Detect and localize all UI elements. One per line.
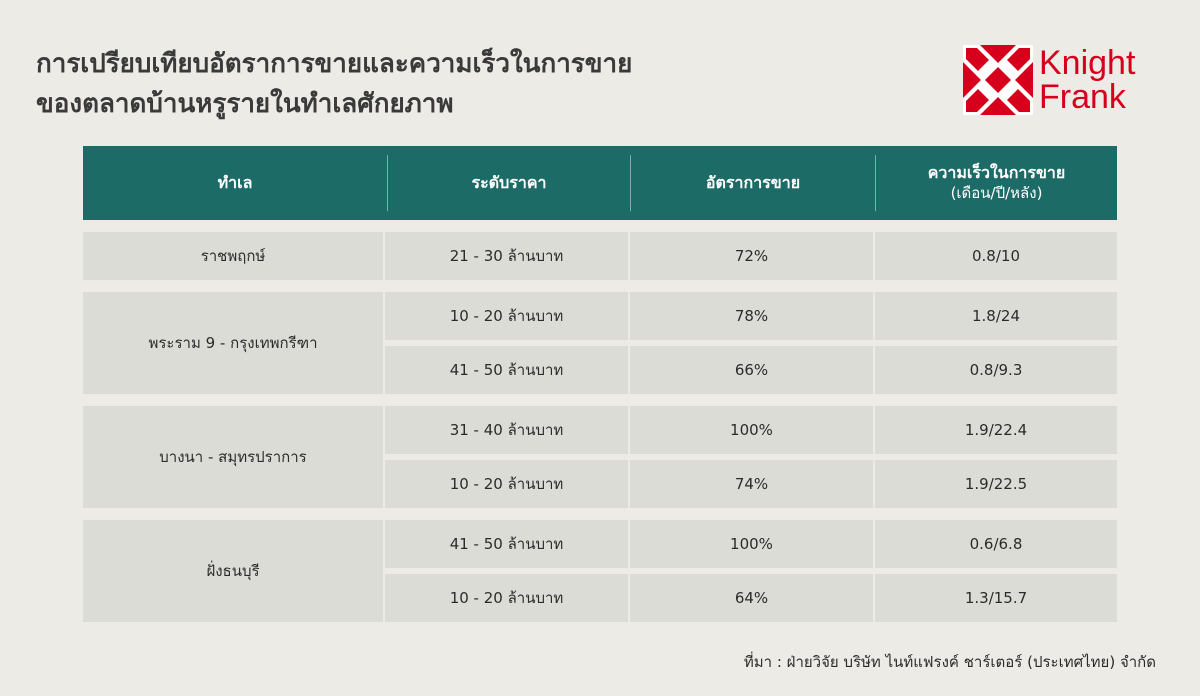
table-group: ฝั่งธนบุรี 41 - 50 ล้านบาท 100% 0.6/6.8 10 -… (83, 520, 1117, 622)
logo-text-knight: Knight (1039, 46, 1135, 80)
table-row: 41 - 50 ล้านบาท 100% 0.6/6.8 (385, 520, 1117, 568)
knight-frank-logo: Knight Frank (963, 45, 1135, 115)
header-speed-sublabel: (เดือน/ปี/หลัง) (951, 183, 1043, 203)
sales-rate-cell: 78% (630, 292, 873, 340)
table-row: 31 - 40 ล้านบาท 100% 1.9/22.4 (385, 406, 1117, 454)
table-body: ราชพฤกษ์ 21 - 30 ล้านบาท 72% 0.8/10 พระราม 9… (83, 232, 1117, 622)
table-group: บางนา - สมุทรปราการ 31 - 40 ล้านบาท 100% 1.… (83, 406, 1117, 508)
header-price-label: ระดับราคา (472, 173, 547, 193)
logo-text-frank: Frank (1039, 80, 1135, 114)
header-location-label: ทำเล (218, 173, 253, 193)
speed-cell: 1.8/24 (875, 292, 1117, 340)
header-price: ระดับราคา (387, 155, 630, 211)
knight-frank-logo-icon (963, 45, 1033, 115)
table-row: 10 - 20 ล้านบาท 78% 1.8/24 (385, 292, 1117, 340)
sales-rate-cell: 64% (630, 574, 873, 622)
group-rows: 10 - 20 ล้านบาท 78% 1.8/24 41 - 50 ล้านบาท 6… (385, 292, 1117, 394)
header-location: ทำเล (83, 155, 387, 211)
sales-rate-cell: 72% (630, 232, 873, 280)
price-cell: 41 - 50 ล้านบาท (385, 346, 628, 394)
speed-cell: 1.9/22.5 (875, 460, 1117, 508)
group-rows: 31 - 40 ล้านบาท 100% 1.9/22.4 10 - 20 ล้านบ… (385, 406, 1117, 508)
sales-rate-cell: 66% (630, 346, 873, 394)
speed-cell: 1.3/15.7 (875, 574, 1117, 622)
header-sales-rate-label: อัตราการขาย (706, 173, 800, 193)
logo-wordmark: Knight Frank (1039, 46, 1135, 114)
location-cell: บางนา - สมุทรปราการ (83, 406, 383, 508)
title-line-2: ของตลาดบ้านหรูรายในทำเลศักยภาพ (36, 84, 632, 124)
speed-cell: 0.6/6.8 (875, 520, 1117, 568)
table-row: 41 - 50 ล้านบาท 66% 0.8/9.3 (385, 346, 1117, 394)
price-cell: 10 - 20 ล้านบาท (385, 292, 628, 340)
price-cell: 10 - 20 ล้านบาท (385, 574, 628, 622)
header-speed-label: ความเร็วในการขาย (928, 163, 1066, 183)
sales-rate-cell: 74% (630, 460, 873, 508)
speed-cell: 0.8/9.3 (875, 346, 1117, 394)
price-cell: 21 - 30 ล้านบาท (385, 232, 628, 280)
source-note: ที่มา : ฝ่ายวิจัย บริษัท ไนท์แฟรงค์ ชาร์… (744, 650, 1156, 674)
table-row: 21 - 30 ล้านบาท 72% 0.8/10 (385, 232, 1117, 280)
location-cell: ฝั่งธนบุรี (83, 520, 383, 622)
location-cell: พระราม 9 - กรุงเทพกรีฑา (83, 292, 383, 394)
speed-cell: 0.8/10 (875, 232, 1117, 280)
sales-rate-cell: 100% (630, 520, 873, 568)
table-row: 10 - 20 ล้านบาท 74% 1.9/22.5 (385, 460, 1117, 508)
sales-rate-cell: 100% (630, 406, 873, 454)
speed-cell: 1.9/22.4 (875, 406, 1117, 454)
title-line-1: การเปรียบเทียบอัตราการขายและความเร็วในกา… (36, 44, 632, 84)
location-cell: ราชพฤกษ์ (83, 232, 383, 280)
price-cell: 31 - 40 ล้านบาท (385, 406, 628, 454)
header-sales-rate: อัตราการขาย (630, 155, 875, 211)
price-cell: 41 - 50 ล้านบาท (385, 520, 628, 568)
group-rows: 41 - 50 ล้านบาท 100% 0.6/6.8 10 - 20 ล้านบา… (385, 520, 1117, 622)
table-header: ทำเล ระดับราคา อัตราการขาย ความเร็วในการ… (83, 146, 1117, 220)
header-speed: ความเร็วในการขาย (เดือน/ปี/หลัง) (875, 155, 1117, 211)
table-row: 10 - 20 ล้านบาท 64% 1.3/15.7 (385, 574, 1117, 622)
comparison-table: ทำเล ระดับราคา อัตราการขาย ความเร็วในการ… (83, 146, 1117, 622)
group-rows: 21 - 30 ล้านบาท 72% 0.8/10 (385, 232, 1117, 280)
price-cell: 10 - 20 ล้านบาท (385, 460, 628, 508)
table-group: พระราม 9 - กรุงเทพกรีฑา 10 - 20 ล้านบาท 78… (83, 292, 1117, 394)
page-title: การเปรียบเทียบอัตราการขายและความเร็วในกา… (36, 44, 632, 124)
table-group: ราชพฤกษ์ 21 - 30 ล้านบาท 72% 0.8/10 (83, 232, 1117, 280)
